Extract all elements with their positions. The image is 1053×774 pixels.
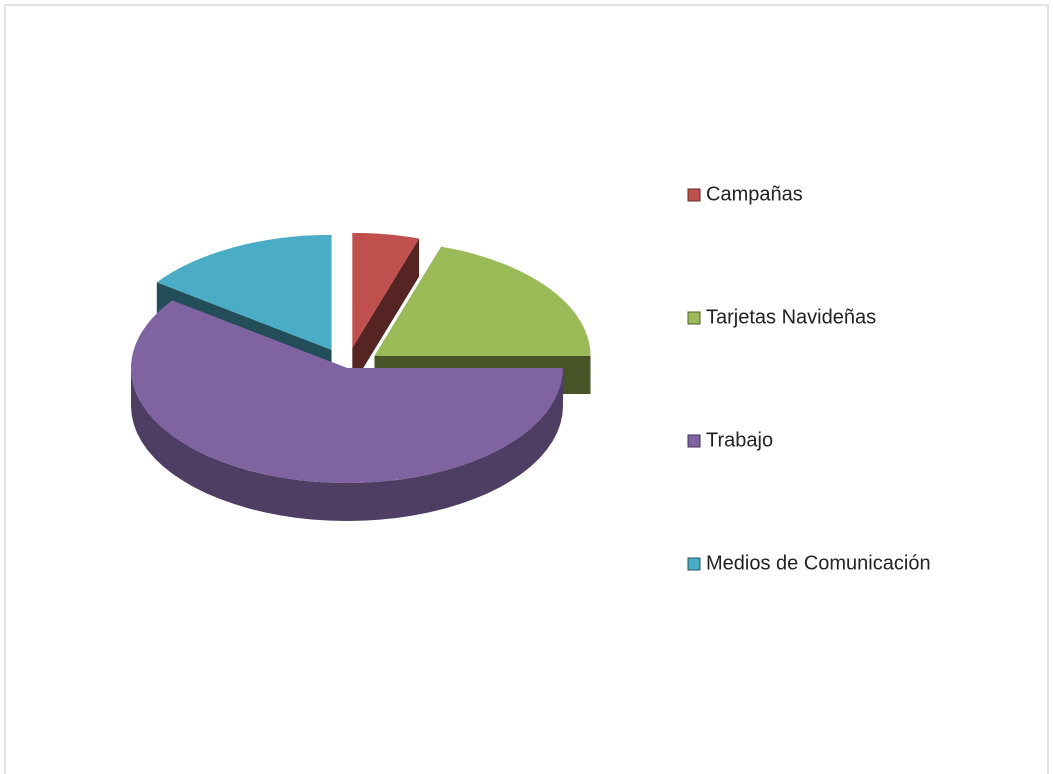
slice bbox=[131, 300, 563, 483]
slice bbox=[156, 234, 332, 350]
slice-side bbox=[352, 238, 420, 386]
legend-swatch bbox=[687, 188, 701, 202]
legend-swatch bbox=[687, 557, 701, 571]
slice bbox=[374, 246, 591, 357]
legend-swatch bbox=[687, 434, 701, 448]
legend-label: Campañas bbox=[706, 183, 803, 205]
slice bbox=[352, 232, 420, 348]
slice-wall bbox=[131, 368, 563, 521]
legend-label: Trabajo bbox=[706, 429, 773, 451]
legend-label: Medios de Comunicación bbox=[706, 552, 931, 574]
legend-label: Tarjetas Navideñas bbox=[706, 306, 876, 328]
legend-swatch bbox=[687, 311, 701, 325]
